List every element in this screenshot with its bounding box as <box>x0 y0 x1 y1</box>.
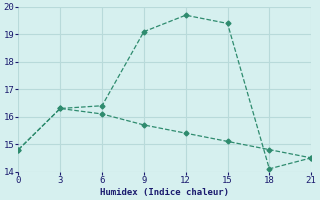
X-axis label: Humidex (Indice chaleur): Humidex (Indice chaleur) <box>100 188 229 197</box>
